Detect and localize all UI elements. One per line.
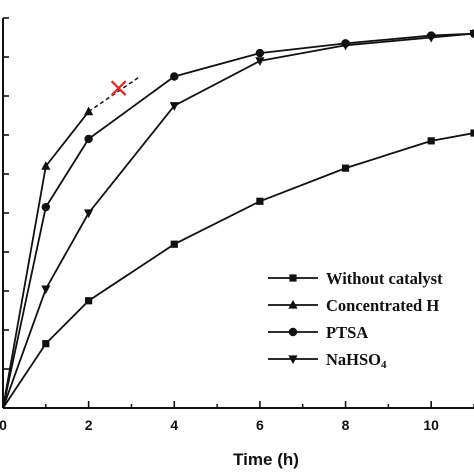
x-tick-label: 8 [342,417,350,433]
data-point-triangle-down [255,57,265,66]
data-point-circle [170,72,179,81]
x-tick-label: 6 [256,417,264,433]
data-point-triangle-down [340,41,351,51]
series-line [3,32,474,409]
data-point-circle [255,48,265,58]
data-point-circle [288,327,298,337]
data-point-square [85,297,93,305]
legend-label: NaHSO4 [326,350,387,371]
data-point-circle [41,202,51,212]
data-point-square [170,240,178,248]
legend-label: Without catalyst [326,269,443,288]
legend-label: Concentrated H [326,296,439,315]
data-point-square [341,164,350,172]
data-point-triangle-up [41,161,51,170]
data-point-triangle-down [84,209,94,219]
data-point-circle [84,134,93,144]
series-2 [3,29,474,409]
data-point-square [427,137,435,145]
legend: Without catalyst Concentrated H PTSA NaHSO4 [268,269,443,371]
data-point-square [289,274,297,282]
x-tick-label: 10 [423,417,439,433]
series-layer [3,29,474,409]
x-tick-label: 2 [85,417,93,433]
data-point-triangle-down [41,285,51,295]
series-line [3,111,90,409]
extrapolation-dashed-line [88,75,141,113]
series-line [3,32,474,409]
data-point-triangle-down [288,355,298,365]
legend-label: PTSA [326,323,368,342]
data-point-triangle-down [169,102,179,111]
red-cross-mark [110,80,127,96]
series-line [3,132,474,409]
x-tick-label: 4 [170,417,178,433]
data-point-square [42,340,50,348]
data-point-square [470,129,474,137]
series-3 [3,30,474,409]
data-point-triangle-up [288,299,298,309]
x-axis-title: Time (h) [233,450,299,469]
data-point-triangle-down [426,33,436,43]
x-tick-label: 0 [0,417,7,433]
extrapolation-layer [88,75,141,113]
x-axis-ticks: 0 2 4 6 8 10 [0,401,474,433]
data-point-triangle-down [469,30,474,39]
data-point-square [256,197,264,205]
series-0 [3,129,474,409]
